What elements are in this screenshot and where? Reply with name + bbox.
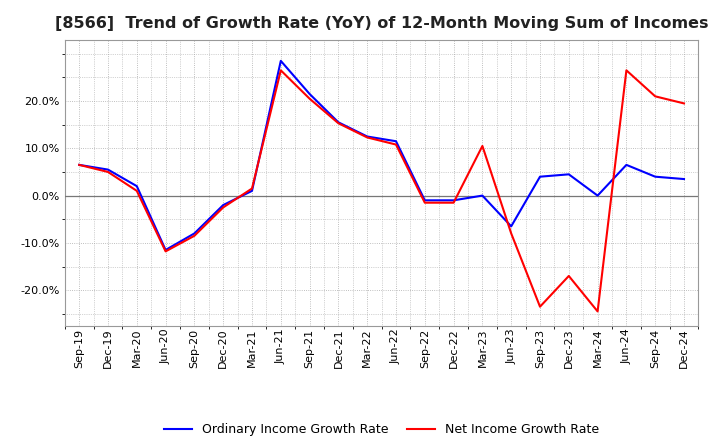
- Ordinary Income Growth Rate: [334, 120, 343, 125]
- Ordinary Income Growth Rate: [478, 193, 487, 198]
- Title: [8566]  Trend of Growth Rate (YoY) of 12-Month Moving Sum of Incomes: [8566] Trend of Growth Rate (YoY) of 12-…: [55, 16, 708, 32]
- Line: Net Income Growth Rate: Net Income Growth Rate: [79, 70, 684, 312]
- Ordinary Income Growth Rate: [305, 92, 314, 97]
- Ordinary Income Growth Rate: [219, 202, 228, 208]
- Net Income Growth Rate: [276, 68, 285, 73]
- Ordinary Income Growth Rate: [651, 174, 660, 180]
- Line: Ordinary Income Growth Rate: Ordinary Income Growth Rate: [79, 61, 684, 250]
- Net Income Growth Rate: [104, 169, 112, 175]
- Net Income Growth Rate: [449, 200, 458, 205]
- Net Income Growth Rate: [593, 309, 602, 314]
- Net Income Growth Rate: [651, 94, 660, 99]
- Ordinary Income Growth Rate: [276, 58, 285, 63]
- Net Income Growth Rate: [536, 304, 544, 309]
- Net Income Growth Rate: [507, 231, 516, 236]
- Legend: Ordinary Income Growth Rate, Net Income Growth Rate: Ordinary Income Growth Rate, Net Income …: [164, 423, 599, 436]
- Ordinary Income Growth Rate: [104, 167, 112, 172]
- Ordinary Income Growth Rate: [564, 172, 573, 177]
- Net Income Growth Rate: [680, 101, 688, 106]
- Net Income Growth Rate: [392, 142, 400, 147]
- Net Income Growth Rate: [622, 68, 631, 73]
- Ordinary Income Growth Rate: [248, 188, 256, 194]
- Ordinary Income Growth Rate: [161, 247, 170, 253]
- Net Income Growth Rate: [248, 186, 256, 191]
- Ordinary Income Growth Rate: [593, 193, 602, 198]
- Net Income Growth Rate: [75, 162, 84, 168]
- Net Income Growth Rate: [363, 135, 372, 140]
- Net Income Growth Rate: [132, 188, 141, 194]
- Net Income Growth Rate: [564, 273, 573, 279]
- Ordinary Income Growth Rate: [75, 162, 84, 168]
- Net Income Growth Rate: [334, 121, 343, 126]
- Net Income Growth Rate: [190, 233, 199, 238]
- Ordinary Income Growth Rate: [680, 176, 688, 182]
- Net Income Growth Rate: [219, 205, 228, 210]
- Net Income Growth Rate: [305, 96, 314, 101]
- Ordinary Income Growth Rate: [420, 198, 429, 203]
- Ordinary Income Growth Rate: [622, 162, 631, 168]
- Ordinary Income Growth Rate: [190, 231, 199, 236]
- Ordinary Income Growth Rate: [392, 139, 400, 144]
- Ordinary Income Growth Rate: [536, 174, 544, 180]
- Ordinary Income Growth Rate: [507, 224, 516, 229]
- Ordinary Income Growth Rate: [449, 198, 458, 203]
- Net Income Growth Rate: [420, 200, 429, 205]
- Net Income Growth Rate: [161, 249, 170, 254]
- Net Income Growth Rate: [478, 143, 487, 149]
- Ordinary Income Growth Rate: [132, 183, 141, 189]
- Ordinary Income Growth Rate: [363, 134, 372, 139]
